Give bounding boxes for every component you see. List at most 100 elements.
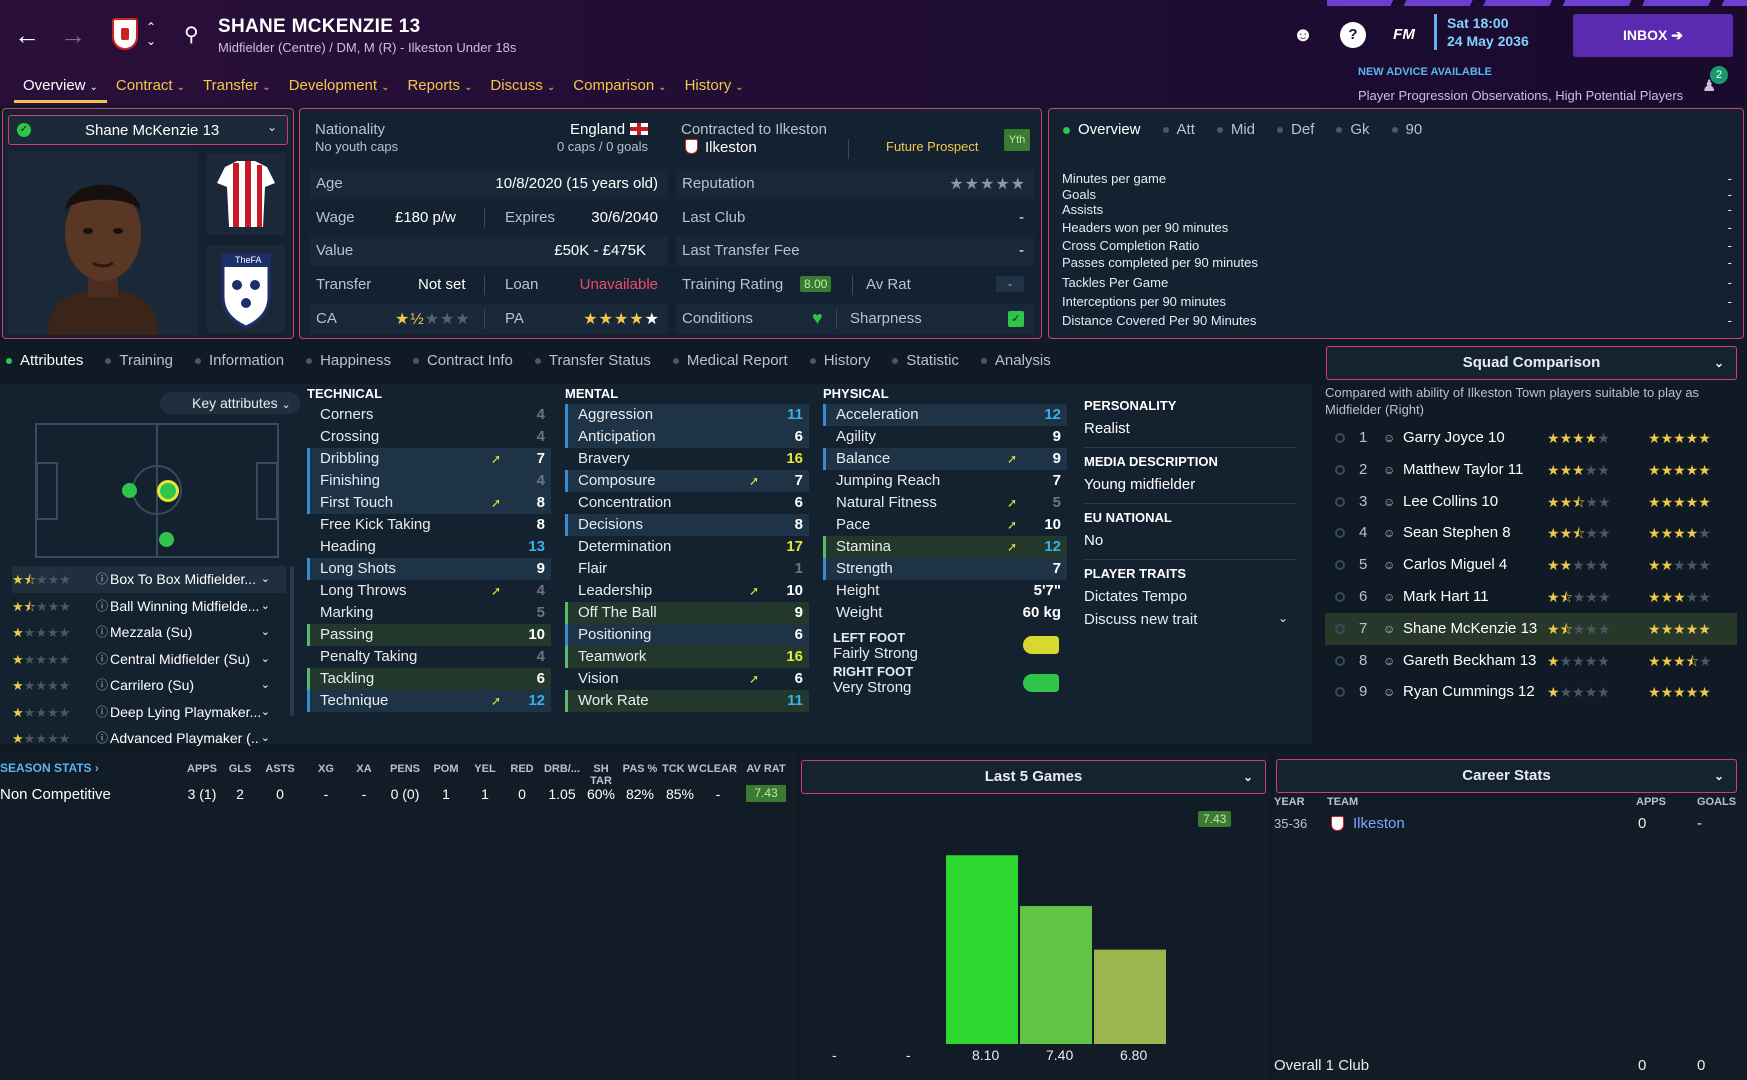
transfer-status[interactable]: Not set	[418, 276, 466, 293]
attribute-row[interactable]: Acceleration 12	[823, 404, 1067, 426]
menu-comparison[interactable]: Comparison ⌄	[573, 77, 667, 94]
tab-overview[interactable]: Overview	[1063, 121, 1141, 138]
attribute-row[interactable]: Free Kick Taking 8	[307, 514, 551, 536]
subtab-transfer-status[interactable]: Transfer Status	[534, 352, 651, 378]
subtab-information[interactable]: Information	[195, 352, 284, 378]
attribute-row[interactable]: Positioning 6	[565, 624, 809, 646]
attribute-row[interactable]: Concentration 6	[565, 492, 809, 514]
role-row[interactable]: ★★★★★ ⓘ Carrilero (Su) ⌄	[12, 672, 286, 699]
attribute-row[interactable]: Long Throws ➚ 4	[307, 580, 551, 602]
career-header[interactable]: Career Stats ⌄	[1276, 759, 1737, 793]
attribute-row[interactable]: Weight 60 kg	[823, 602, 1067, 624]
attribute-row[interactable]: Height 5'7"	[823, 580, 1067, 602]
last5-bar[interactable]	[1094, 949, 1166, 1044]
subtab-analysis[interactable]: Analysis	[980, 352, 1051, 378]
attribute-row[interactable]: Jumping Reach 7	[823, 470, 1067, 492]
menu-contract[interactable]: Contract ⌄	[115, 77, 185, 94]
advice-title[interactable]: NEW ADVICE AVAILABLE	[1358, 66, 1492, 78]
info-icon[interactable]: ⓘ	[96, 704, 109, 719]
attribute-row[interactable]: Penalty Taking 4	[307, 646, 551, 668]
info-icon[interactable]: ⓘ	[96, 572, 109, 586]
forward-arrow-icon[interactable]: →	[60, 20, 86, 50]
loan-status[interactable]: Unavailable	[579, 276, 658, 293]
menu-development[interactable]: Development ⌄	[288, 77, 390, 94]
globe-icon[interactable]: ☻	[1292, 24, 1314, 46]
player-cycle-arrows-icon[interactable]: ⌃ ⌄	[146, 20, 157, 48]
info-icon[interactable]: ⓘ	[96, 598, 109, 613]
menu-transfer[interactable]: Transfer ⌄	[203, 77, 271, 94]
squad-row[interactable]: 5 ☺ Carlos Miguel 4 ★★★★★ ★★★★★	[1325, 549, 1737, 581]
attribute-row[interactable]: Determination 17	[565, 536, 809, 558]
roles-scrollbar[interactable]	[290, 566, 294, 716]
radio-icon[interactable]	[1335, 528, 1345, 539]
attribute-row[interactable]: Composure ➚ 7	[565, 470, 809, 492]
info-icon[interactable]: ⓘ	[96, 731, 109, 745]
attribute-row[interactable]: Stamina ➚ 12	[823, 536, 1067, 558]
info-icon[interactable]: ⓘ	[96, 625, 109, 639]
attribute-row[interactable]: Strength 7	[823, 558, 1067, 580]
subtab-attributes[interactable]: Attributes	[6, 352, 83, 378]
attribute-row[interactable]: Teamwork 16	[565, 646, 809, 668]
attribute-row[interactable]: Finishing 4	[307, 470, 551, 492]
radio-icon[interactable]	[1335, 592, 1345, 602]
role-row[interactable]: ★★★★★ ⓘ Advanced Playmaker (... ⌄	[12, 725, 286, 752]
radio-icon[interactable]	[1335, 655, 1345, 666]
career-team-link[interactable]: Ilkeston	[1353, 815, 1405, 832]
attribute-row[interactable]: Pace ➚ 10	[823, 514, 1067, 536]
radio-icon[interactable]	[1335, 496, 1345, 507]
attribute-row[interactable]: Vision ➚ 6	[565, 668, 809, 690]
subtab-medical-report[interactable]: Medical Report	[672, 352, 788, 378]
menu-reports[interactable]: Reports ⌄	[407, 77, 473, 94]
role-row[interactable]: ★★★★★ ⓘ Central Midfielder (Su) ⌄	[12, 646, 286, 673]
attribute-row[interactable]: Bravery 16	[565, 448, 809, 470]
club-crest-icon[interactable]	[112, 18, 138, 50]
fm-logo-icon[interactable]: FM	[1393, 26, 1415, 43]
attribute-row[interactable]: Natural Fitness ➚ 5	[823, 492, 1067, 514]
attribute-row[interactable]: Long Shots 9	[307, 558, 551, 580]
attribute-row[interactable]: Crossing 4	[307, 426, 551, 448]
advice-text[interactable]: Player Progression Observations, High Po…	[1358, 88, 1684, 103]
subtab-history[interactable]: History	[809, 352, 870, 378]
radio-icon[interactable]	[1335, 687, 1345, 698]
role-row[interactable]: ★⯪★★★ ⓘ Box To Box Midfielder... ⌄	[12, 566, 286, 593]
help-icon[interactable]: ?	[1340, 22, 1366, 48]
attribute-row[interactable]: Work Rate 11	[565, 690, 809, 712]
info-icon[interactable]: ⓘ	[96, 678, 109, 692]
last5-header[interactable]: Last 5 Games ⌄	[801, 760, 1266, 794]
squad-row[interactable]: 3 ☺ Lee Collins 10 ★★⯪★★ ★★★★★	[1325, 486, 1737, 518]
back-arrow-icon[interactable]: ←	[14, 20, 40, 50]
attribute-row[interactable]: Passing 10	[307, 624, 551, 646]
nationality-value[interactable]: England	[570, 121, 626, 138]
attribute-row[interactable]: Tackling 6	[307, 668, 551, 690]
menu-overview[interactable]: Overview ⌄	[14, 77, 107, 103]
attribute-row[interactable]: First Touch ➚ 8	[307, 492, 551, 514]
tab-def[interactable]: Def	[1277, 121, 1314, 138]
squad-row[interactable]: 6 ☺ Mark Hart 11 ★⯪★★★ ★★★★★	[1325, 581, 1737, 613]
last5-bar[interactable]	[946, 855, 1018, 1044]
inbox-button[interactable]: INBOX ➔	[1573, 14, 1733, 57]
game-date[interactable]: Sat 18:00 24 May 2036	[1434, 14, 1529, 50]
squad-comparison-header[interactable]: Squad Comparison ⌄	[1326, 346, 1737, 380]
attribute-row[interactable]: Marking 5	[307, 602, 551, 624]
attribute-row[interactable]: Corners 4	[307, 404, 551, 426]
tab-90[interactable]: 90	[1391, 121, 1422, 138]
attribute-row[interactable]: Off The Ball 9	[565, 602, 809, 624]
club-value[interactable]: Ilkeston	[705, 139, 757, 156]
radio-icon[interactable]	[1335, 623, 1345, 634]
attribute-row[interactable]: Heading 13	[307, 536, 551, 558]
attribute-row[interactable]: Technique ➚ 12	[307, 690, 551, 712]
role-row[interactable]: ★★★★★ ⓘ Mezzala (Su) ⌄	[12, 619, 286, 646]
tab-att[interactable]: Att	[1162, 121, 1195, 138]
squad-row[interactable]: 9 ☺ Ryan Cummings 12 ★★★★★ ★★★★★	[1325, 676, 1737, 708]
season-stats-link[interactable]: SEASON STATS ›	[0, 761, 99, 775]
role-row[interactable]: ★★★★★ ⓘ Deep Lying Playmaker... ⌄	[12, 699, 286, 726]
tab-mid[interactable]: Mid	[1216, 121, 1255, 138]
attribute-row[interactable]: Balance ➚ 9	[823, 448, 1067, 470]
squad-row[interactable]: 7 ☺ Shane McKenzie 13 ★⯪★★★ ★★★★★	[1325, 612, 1737, 645]
attribute-row[interactable]: Aggression 11	[565, 404, 809, 426]
last5-bar[interactable]	[1020, 906, 1092, 1044]
discuss-trait-dropdown[interactable]: Discuss new trait ⌄	[1084, 611, 1288, 628]
info-icon[interactable]: ⓘ	[96, 651, 109, 666]
squad-row[interactable]: 8 ☺ Gareth Beckham 13 ★★★★★ ★★★⯪★	[1325, 645, 1737, 677]
subtab-happiness[interactable]: Happiness	[306, 352, 391, 378]
